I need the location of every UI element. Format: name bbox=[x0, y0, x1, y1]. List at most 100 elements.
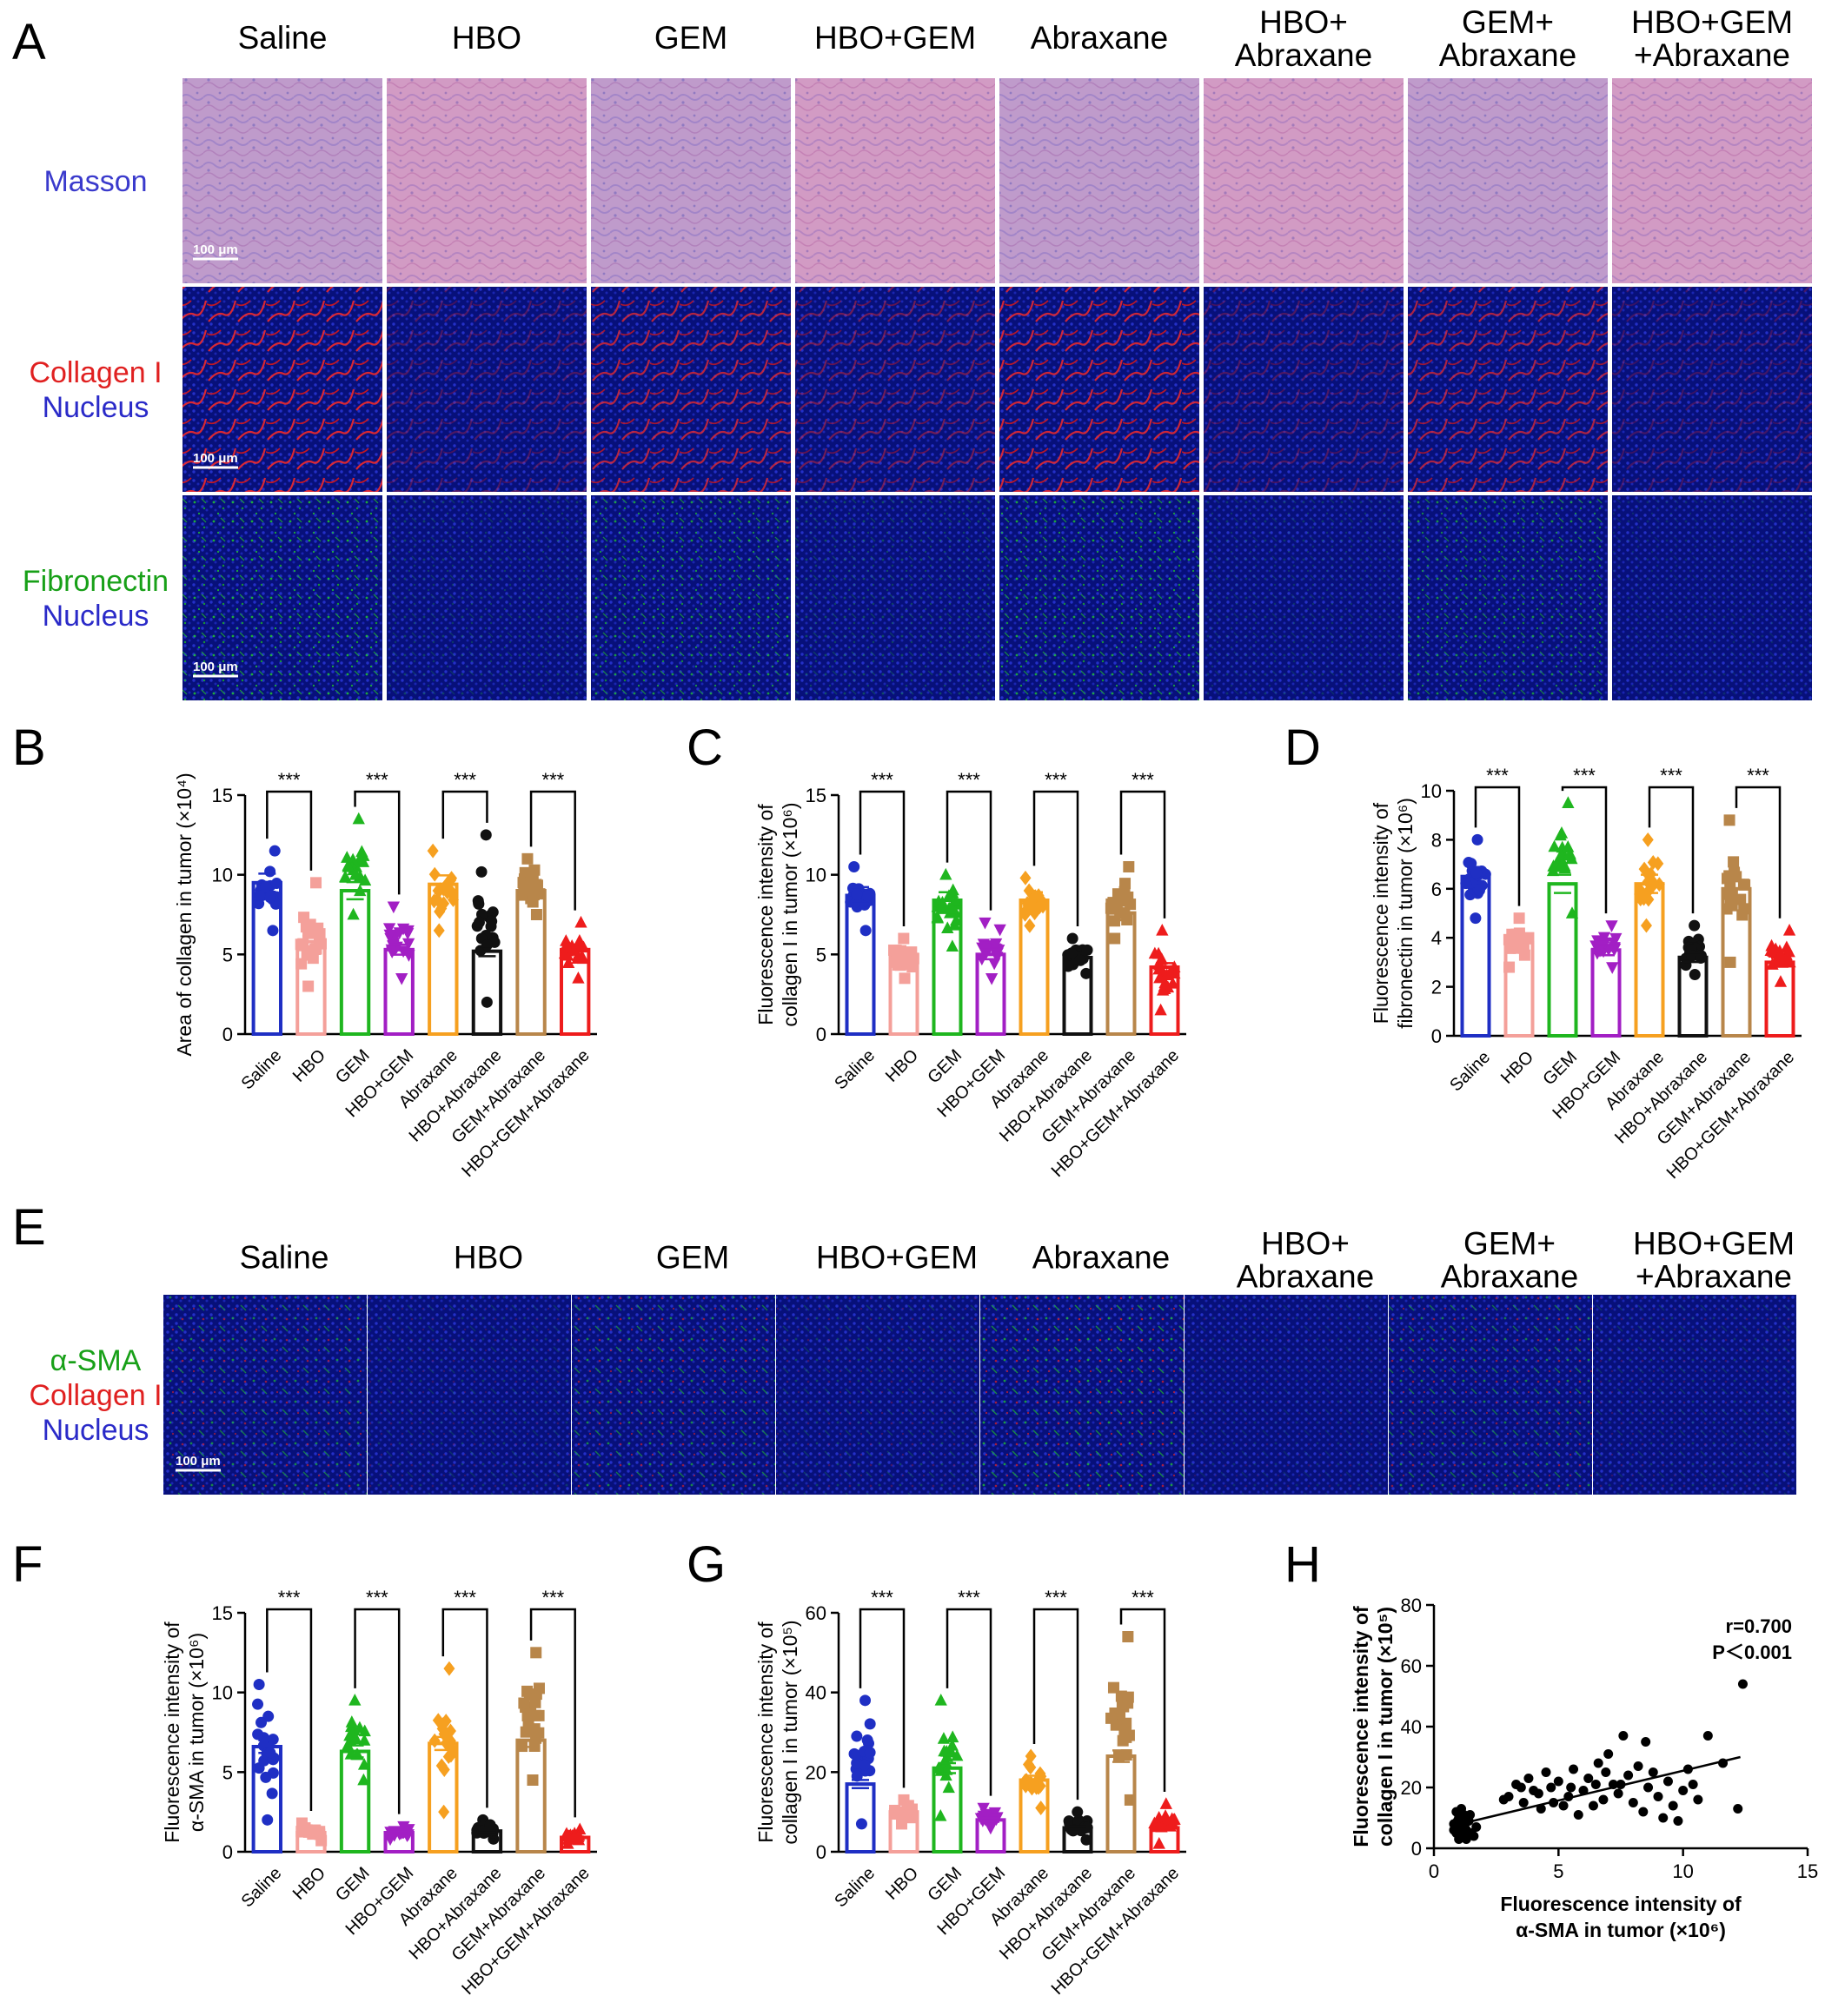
data-point bbox=[1124, 1794, 1136, 1806]
significance-bracket bbox=[859, 1608, 906, 1788]
data-point bbox=[529, 1696, 541, 1708]
scatter-point-61 bbox=[1516, 1782, 1526, 1793]
scatter-point-66 bbox=[1641, 1737, 1651, 1747]
data-point bbox=[1156, 924, 1169, 936]
data-point bbox=[481, 939, 493, 952]
scatter-point-48 bbox=[1653, 1792, 1663, 1801]
data-point bbox=[402, 950, 415, 962]
row-label-2-1: Nucleus bbox=[43, 600, 149, 633]
data-point bbox=[1152, 1837, 1165, 1849]
fibronectin-signal bbox=[387, 495, 587, 700]
asma-signal bbox=[1185, 1295, 1388, 1495]
data-point bbox=[1062, 960, 1074, 972]
scale-bar-label: 100 μm bbox=[193, 451, 238, 466]
y-axis-label: Fluorescence intensity ofcollagen I in t… bbox=[754, 1620, 801, 1844]
data-point bbox=[988, 958, 1001, 971]
category-label-1: HBO bbox=[1497, 1048, 1537, 1088]
category-label-2: GEM bbox=[332, 1864, 374, 1906]
scatter-point-68 bbox=[1533, 1788, 1543, 1799]
bar-3 bbox=[975, 952, 1006, 1037]
masson-tint bbox=[1612, 78, 1812, 283]
data-point bbox=[1151, 1813, 1165, 1826]
bar-2 bbox=[1547, 882, 1578, 1038]
data-point bbox=[1723, 814, 1735, 826]
scatter-point-29 bbox=[1558, 1800, 1569, 1811]
data-point bbox=[898, 932, 910, 945]
significance-label: *** bbox=[1573, 765, 1596, 786]
data-point bbox=[530, 1688, 542, 1701]
significance-bracket bbox=[1561, 786, 1608, 914]
significance-bracket bbox=[1474, 786, 1521, 906]
data-point bbox=[473, 898, 485, 910]
chart-h: 0 20 40 60 80 0 5 10 15 Fluorescence intensity of… bbox=[1350, 1595, 1818, 1941]
data-point bbox=[310, 877, 322, 889]
data-point bbox=[1154, 1003, 1167, 1016]
data-point bbox=[936, 895, 949, 908]
bar-0 bbox=[1460, 874, 1491, 1038]
significance-bracket bbox=[529, 1608, 576, 1818]
data-point bbox=[1555, 826, 1569, 839]
panel-label-e: E bbox=[12, 1199, 46, 1256]
data-point bbox=[941, 921, 954, 934]
scatter-point-50 bbox=[1662, 1776, 1673, 1787]
column-header-4: Abraxane bbox=[1032, 1240, 1170, 1276]
scatter-point-28 bbox=[1553, 1776, 1563, 1787]
data-point bbox=[979, 945, 992, 958]
data-point bbox=[530, 1647, 542, 1659]
scatter-point-27 bbox=[1546, 1782, 1556, 1793]
masson-tint bbox=[1408, 78, 1608, 283]
scatter-point-46 bbox=[1643, 1782, 1654, 1793]
category-label-1: HBO bbox=[289, 1864, 329, 1904]
scatter-point-57 bbox=[1702, 1731, 1713, 1741]
data-point bbox=[354, 884, 367, 897]
data-point bbox=[349, 1732, 362, 1745]
data-point bbox=[1647, 855, 1659, 870]
data-point bbox=[898, 1794, 910, 1806]
data-point bbox=[295, 958, 308, 970]
data-point bbox=[1157, 983, 1170, 996]
data-point bbox=[355, 845, 368, 858]
data-point bbox=[1025, 1760, 1037, 1775]
scatter-point-13 bbox=[1457, 1804, 1467, 1814]
y-tick-label: 15 bbox=[212, 785, 233, 806]
data-point bbox=[951, 1748, 964, 1761]
scatter-point-47 bbox=[1648, 1767, 1658, 1777]
data-point bbox=[473, 916, 485, 928]
data-point bbox=[1548, 839, 1561, 852]
significance-bracket bbox=[441, 790, 488, 839]
fibronectin-signal bbox=[999, 495, 1199, 700]
data-point bbox=[1033, 899, 1045, 914]
data-point bbox=[940, 1744, 953, 1757]
significance-label: *** bbox=[1747, 765, 1769, 786]
scatter-point-17 bbox=[1465, 1810, 1476, 1820]
data-point bbox=[1158, 1812, 1172, 1825]
significance-label: *** bbox=[366, 1587, 388, 1608]
bar-4 bbox=[1019, 899, 1050, 1036]
collagen-signal bbox=[387, 287, 587, 492]
data-point bbox=[432, 883, 444, 899]
data-point bbox=[384, 1827, 397, 1839]
category-label-1: HBO bbox=[882, 1864, 922, 1904]
data-point bbox=[358, 1724, 371, 1737]
data-point bbox=[437, 1716, 449, 1732]
data-point bbox=[576, 952, 590, 965]
significance-bracket bbox=[266, 1608, 313, 1811]
collagen-signal bbox=[1408, 287, 1608, 492]
column-header-5: HBO+ Abraxane bbox=[1237, 1226, 1374, 1295]
fibronectin-signal bbox=[591, 495, 791, 700]
data-point bbox=[1460, 878, 1472, 890]
y-axis-label: Fluorescence intensity offibronectin in … bbox=[1370, 798, 1417, 1029]
data-point bbox=[1109, 932, 1121, 945]
data-point bbox=[1024, 918, 1036, 933]
masson-tint bbox=[182, 78, 382, 283]
scatter-point-25 bbox=[1536, 1804, 1546, 1814]
data-point bbox=[347, 907, 360, 920]
data-point bbox=[1033, 1771, 1045, 1787]
significance-bracket bbox=[266, 790, 313, 871]
data-point bbox=[1724, 956, 1736, 968]
scatter-point-60 bbox=[1737, 1679, 1748, 1689]
panel-a-micrographs: Saline HBO GEM HBO+GEM Abraxane HBO+ Abraxane G… bbox=[23, 4, 1812, 700]
data-point bbox=[934, 1694, 947, 1706]
significance-bracket bbox=[441, 1608, 488, 1808]
